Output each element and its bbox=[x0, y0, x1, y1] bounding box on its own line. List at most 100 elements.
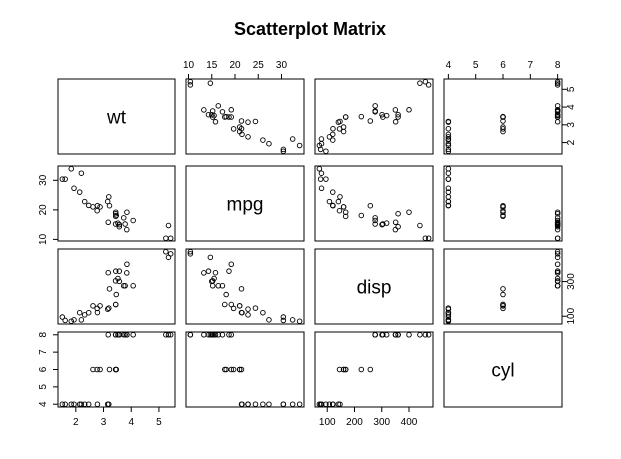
data-point bbox=[380, 221, 386, 227]
data-point bbox=[318, 140, 325, 147]
data-point bbox=[59, 401, 66, 407]
tick-label: 30 bbox=[276, 60, 288, 71]
data-point bbox=[335, 198, 342, 205]
data-point bbox=[500, 305, 506, 312]
tick-label: 4 bbox=[128, 417, 134, 428]
data-point bbox=[105, 332, 111, 338]
data-point bbox=[445, 309, 452, 316]
data-point bbox=[245, 401, 251, 407]
data-point bbox=[187, 82, 194, 88]
data-point bbox=[105, 269, 111, 276]
data-point bbox=[323, 148, 329, 154]
data-point bbox=[296, 318, 303, 324]
data-point bbox=[130, 283, 136, 289]
data-point bbox=[120, 215, 127, 221]
panel-wt-vs-disp bbox=[314, 78, 434, 155]
data-point bbox=[318, 185, 325, 192]
variable-label-wt: wt bbox=[106, 108, 127, 129]
data-point bbox=[116, 278, 123, 285]
panel-frame bbox=[185, 248, 305, 325]
tick-label: 5 bbox=[566, 86, 577, 92]
data-point bbox=[367, 202, 374, 209]
data-point bbox=[59, 314, 66, 320]
tick-label: 4 bbox=[446, 60, 452, 71]
data-point bbox=[212, 119, 219, 125]
data-point bbox=[395, 332, 401, 338]
data-point bbox=[445, 142, 452, 149]
data-point bbox=[445, 148, 452, 154]
data-point bbox=[266, 401, 272, 407]
data-point bbox=[317, 176, 324, 182]
data-point bbox=[167, 235, 174, 241]
data-point bbox=[500, 126, 506, 132]
tick-label: 200 bbox=[346, 417, 363, 428]
data-point bbox=[112, 332, 119, 338]
panel-mpg-vs-disp bbox=[314, 165, 434, 242]
data-point bbox=[236, 366, 243, 373]
panel-disp-vs-wt bbox=[57, 248, 176, 325]
data-point bbox=[500, 213, 506, 220]
data-point bbox=[342, 114, 349, 120]
panel-mpg-vs-cyl bbox=[443, 165, 563, 242]
panel-frame bbox=[314, 78, 434, 155]
data-point bbox=[445, 131, 452, 138]
data-point bbox=[68, 401, 74, 407]
data-point bbox=[238, 366, 245, 373]
data-point bbox=[392, 226, 399, 233]
data-point bbox=[97, 204, 103, 210]
data-point bbox=[163, 249, 169, 255]
data-point bbox=[187, 249, 194, 255]
data-point bbox=[395, 223, 401, 230]
data-point bbox=[367, 118, 374, 124]
data-point bbox=[372, 103, 378, 109]
variable-label-disp: disp bbox=[357, 278, 392, 299]
panel-wt-vs-cyl bbox=[443, 78, 563, 155]
data-point bbox=[392, 219, 399, 226]
data-point bbox=[445, 202, 452, 209]
panel-frame bbox=[57, 331, 176, 408]
data-point bbox=[112, 268, 119, 274]
data-point bbox=[554, 80, 561, 86]
data-point bbox=[106, 366, 113, 373]
data-point bbox=[76, 189, 83, 195]
data-point bbox=[367, 366, 374, 373]
data-point bbox=[76, 309, 83, 316]
data-point bbox=[326, 198, 333, 205]
data-point bbox=[238, 286, 245, 292]
tick-label: 30 bbox=[38, 174, 49, 186]
data-point bbox=[228, 332, 235, 338]
data-point bbox=[78, 170, 85, 176]
data-point bbox=[372, 217, 378, 224]
data-point bbox=[230, 305, 237, 312]
data-point bbox=[329, 131, 336, 138]
data-point bbox=[85, 202, 92, 209]
data-point bbox=[209, 114, 216, 120]
data-point bbox=[112, 213, 119, 220]
tick-label: 3 bbox=[101, 417, 107, 428]
data-point bbox=[187, 251, 194, 257]
data-point bbox=[222, 366, 228, 373]
data-point bbox=[245, 119, 251, 125]
panel-cyl-vs-disp bbox=[314, 331, 434, 408]
data-point bbox=[59, 176, 66, 182]
data-point bbox=[554, 283, 561, 289]
data-point bbox=[187, 79, 194, 85]
data-point bbox=[422, 79, 429, 85]
data-point bbox=[97, 366, 103, 373]
data-point bbox=[104, 401, 111, 407]
tick-label: 10 bbox=[183, 60, 195, 71]
data-point bbox=[554, 249, 561, 255]
panel-disp-vs-cyl bbox=[443, 248, 563, 325]
data-point bbox=[554, 269, 561, 276]
data-point bbox=[76, 401, 83, 407]
data-point bbox=[554, 219, 561, 226]
panel-wt-vs-wt: wt bbox=[57, 78, 176, 155]
tick-label: 2 bbox=[73, 417, 79, 428]
data-point bbox=[422, 332, 429, 338]
tick-label: 3 bbox=[566, 122, 577, 128]
data-point bbox=[316, 401, 323, 407]
data-point bbox=[212, 332, 219, 338]
data-point bbox=[230, 126, 237, 132]
tick-label: 4 bbox=[38, 401, 49, 407]
